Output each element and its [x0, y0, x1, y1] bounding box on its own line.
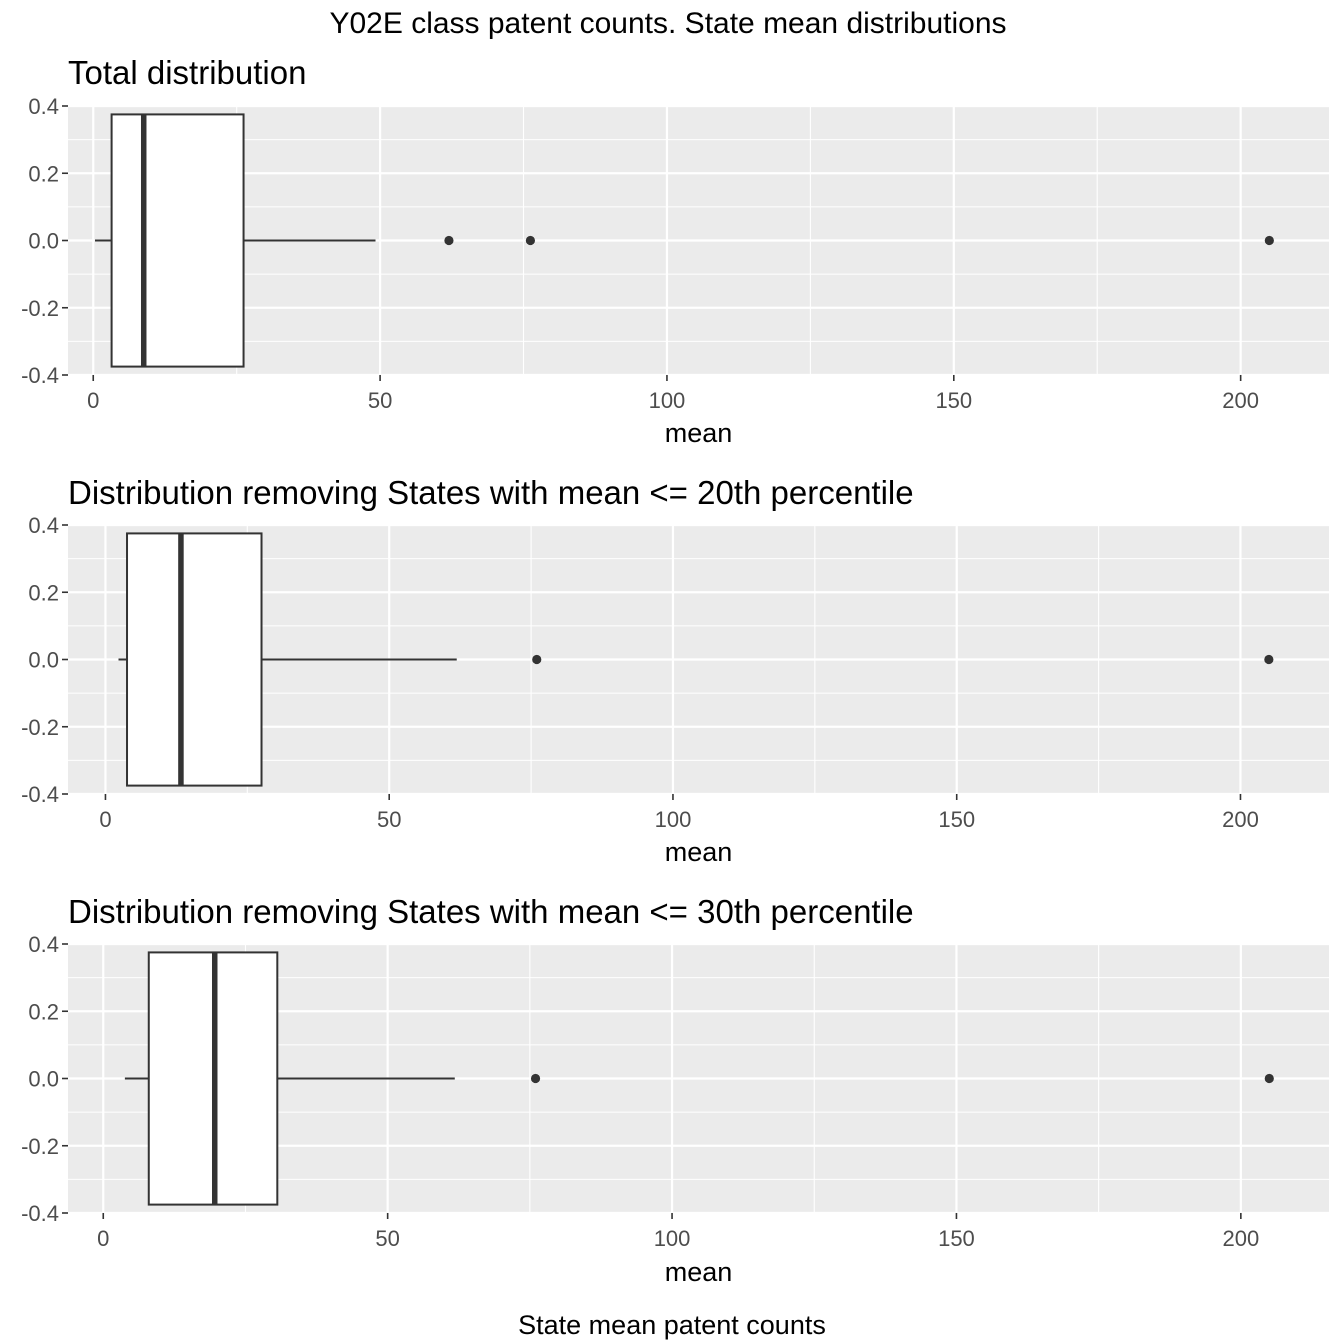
outlier-point [526, 236, 535, 245]
boxplot-panel-3: Distribution removing States with mean <… [21, 893, 1329, 1287]
x-axis-title: mean [665, 1257, 733, 1287]
x-tick-label: 50 [368, 388, 392, 413]
x-tick-label: 50 [377, 807, 401, 832]
x-tick-label: 150 [938, 807, 975, 832]
outlier-point [1265, 236, 1274, 245]
y-tick-label: 0.2 [28, 999, 59, 1024]
boxplot-panel-1: Total distribution -0.4 -0.2 0.0 0.2 0.4 0 50 10… [21, 54, 1329, 448]
figure-title: Y02E class patent counts. State mean dis… [329, 7, 1006, 40]
y-tick-label: 0.0 [28, 229, 59, 254]
y-tick-label: 0.4 [28, 513, 59, 538]
chart-panels: Total distribution -0.4 -0.2 0.0 0.2 0.4 0 50 10… [21, 54, 1329, 1287]
y-tick-label: 0.2 [28, 580, 59, 605]
y-tick-label: -0.4 [21, 1201, 59, 1226]
outlier-point [1265, 1074, 1274, 1083]
x-tick-label: 150 [935, 388, 972, 413]
x-tick-label: 100 [655, 807, 692, 832]
x-tick-label: 50 [375, 1226, 399, 1251]
figure-caption: State mean patent counts [518, 1310, 826, 1340]
y-tick-label: -0.2 [21, 715, 59, 740]
x-tick-label: 150 [938, 1226, 975, 1251]
x-tick-label: 200 [1222, 388, 1259, 413]
x-tick-label: 200 [1222, 1226, 1259, 1251]
box-iqr [127, 533, 261, 785]
x-tick-label: 0 [87, 388, 99, 413]
y-tick-label: -0.2 [21, 1134, 59, 1159]
y-tick-label: -0.4 [21, 782, 59, 807]
x-tick-label: 200 [1222, 807, 1259, 832]
outlier-point [531, 1074, 540, 1083]
x-tick-label: 100 [654, 1226, 691, 1251]
x-axis-title: mean [665, 418, 733, 448]
outlier-point [532, 655, 541, 664]
y-tick-label: -0.2 [21, 296, 59, 321]
x-tick-label: 100 [649, 388, 686, 413]
outlier-point [1264, 655, 1273, 664]
panel-title: Distribution removing States with mean <… [68, 474, 914, 511]
x-tick-label: 0 [97, 1226, 109, 1251]
y-tick-label: 0.0 [28, 648, 59, 673]
y-tick-label: -0.4 [21, 363, 59, 388]
x-tick-label: 0 [99, 807, 111, 832]
y-tick-label: 0.4 [28, 932, 59, 957]
boxplot-panel-2: Distribution removing States with mean <… [21, 474, 1329, 867]
y-tick-label: 0.4 [28, 94, 59, 119]
outlier-point [444, 236, 453, 245]
panel-title: Total distribution [68, 54, 306, 91]
panel-title: Distribution removing States with mean <… [68, 893, 914, 930]
x-axis-title: mean [665, 837, 733, 867]
y-tick-label: 0.2 [28, 161, 59, 186]
box-iqr [112, 114, 244, 366]
y-tick-label: 0.0 [28, 1067, 59, 1092]
